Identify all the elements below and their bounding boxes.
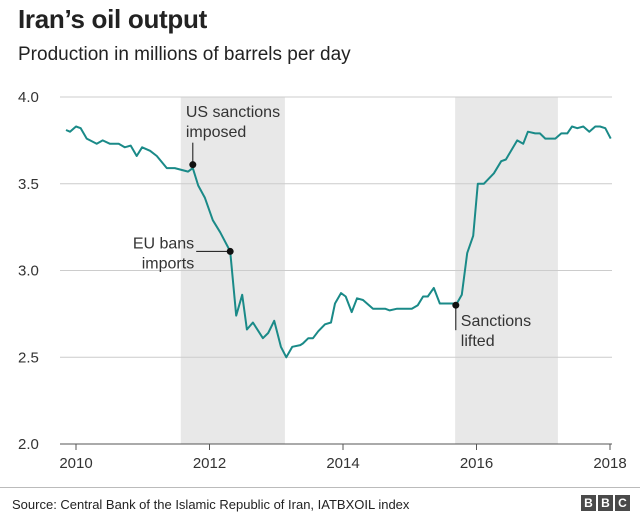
x-tick-label: 2012 [193, 455, 226, 472]
annotation-us-sanctions-line2: imposed [186, 124, 246, 141]
x-tick-label: 2014 [326, 455, 359, 472]
footer-divider [0, 487, 640, 488]
annotation-dot [189, 161, 197, 169]
y-tick-label: 4.0 [18, 89, 39, 106]
chart-title: Iran’s oil output [18, 4, 207, 34]
oil-output-line [65, 125, 612, 359]
x-tick-label: 2010 [59, 455, 92, 472]
x-tick-label: 2016 [460, 455, 493, 472]
chart-subtitle: Production in millions of barrels per da… [18, 44, 351, 65]
annotation-sanctions-lifted-line1: Sanctions [461, 313, 531, 330]
y-tick-label: 2.0 [18, 436, 39, 453]
annotation-us-sanctions-line1: US sanctions [186, 104, 280, 121]
x-tick-label: 2018 [593, 455, 626, 472]
y-tick-label: 3.5 [18, 176, 39, 193]
y-tick-label: 2.5 [18, 349, 39, 366]
annotation-dot [452, 301, 460, 309]
source-note: Source: Central Bank of the Islamic Repu… [12, 497, 410, 512]
annotation-eu-bans-line1: EU bans [133, 235, 194, 252]
annotation-sanctions-lifted-line2: lifted [461, 333, 495, 350]
annotation-eu-bans-line2: imports [142, 255, 194, 272]
annotation-dot [226, 247, 234, 255]
y-tick-label: 3.0 [18, 263, 39, 280]
